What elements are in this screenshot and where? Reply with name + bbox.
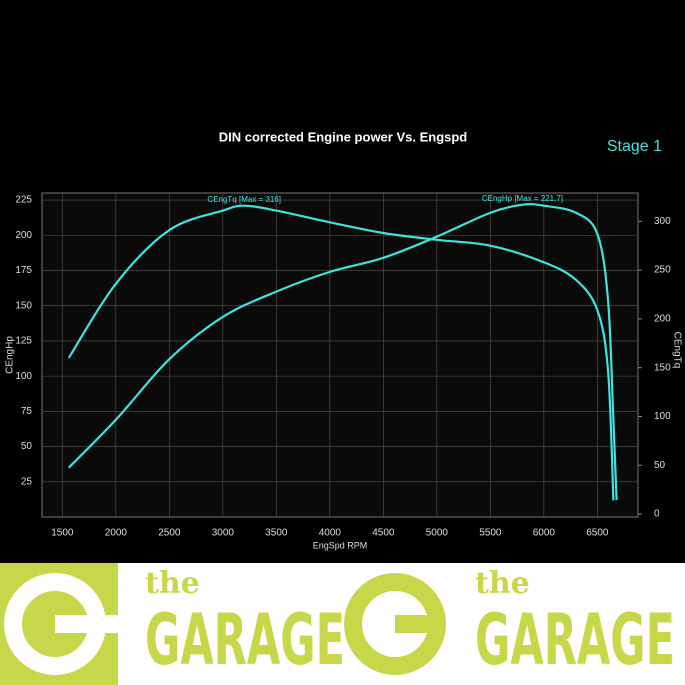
y-tick-label: 25	[21, 476, 33, 487]
x-tick-label: 3500	[265, 528, 288, 539]
x-tick-label: 5000	[426, 528, 449, 539]
x-tick-label: 6000	[533, 528, 556, 539]
series-line	[67, 204, 615, 501]
plot-area	[41, 192, 639, 518]
x-axis-label: EngSpd RPM	[313, 540, 368, 550]
x-tick-label: 4000	[319, 528, 342, 539]
banner: the GARAGE the GARAGE	[0, 563, 685, 685]
y-tick-label: 100	[15, 371, 32, 382]
x-tick-label: 4500	[372, 528, 395, 539]
logo-small: the	[145, 566, 200, 601]
x-tick-label: 1500	[51, 528, 74, 539]
series-line	[67, 203, 618, 501]
chart-title: DIN corrected Engine power Vs. Engspd	[219, 129, 468, 144]
y-tick-label: 200	[15, 230, 32, 241]
y2-axis-label: CEngTq	[671, 332, 682, 369]
y2-tick-label: 150	[654, 362, 671, 373]
y2-tick-label: 200	[654, 314, 671, 325]
x-tick-label: 3000	[212, 528, 235, 539]
x-tick-label: 5500	[479, 528, 502, 539]
annotation: CEngHp [Max = 221,7]	[482, 194, 563, 203]
y2-tick-label: 0	[654, 509, 660, 520]
x-tick-label: 6500	[586, 528, 609, 539]
y-tick-label: 125	[15, 336, 32, 347]
y-tick-label: 150	[15, 300, 32, 311]
logo-small: the	[475, 566, 530, 601]
logo-g-bar	[395, 615, 445, 633]
logo-g-bar	[55, 615, 118, 633]
y2-tick-label: 100	[654, 411, 671, 422]
x-tick-label: 2500	[158, 528, 181, 539]
logo-big: GARAGE	[475, 599, 675, 681]
y-axis-label: CEngHp	[5, 336, 16, 374]
y2-tick-label: 300	[654, 216, 671, 227]
annotation: CEngTq [Max = 316]	[207, 195, 281, 204]
y-tick-label: 75	[21, 406, 33, 417]
y2-tick-label: 50	[654, 460, 666, 471]
y-tick-label: 175	[15, 265, 32, 276]
y-tick-label: 50	[21, 441, 33, 452]
y-tick-label: 225	[15, 195, 32, 206]
logo-big: GARAGE	[145, 599, 345, 681]
x-tick-label: 2000	[105, 528, 128, 539]
y2-tick-label: 250	[654, 265, 671, 276]
stage-label: Stage 1	[607, 138, 662, 155]
